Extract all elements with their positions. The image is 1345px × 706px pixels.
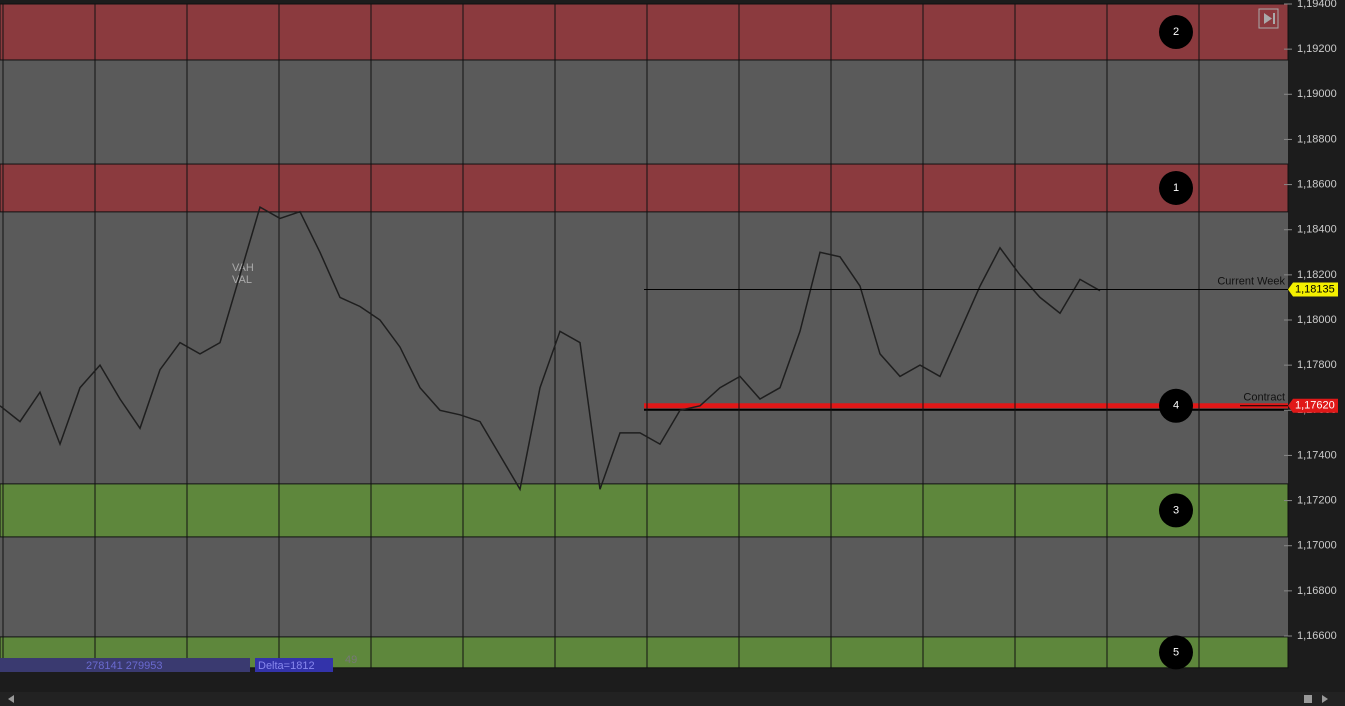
scroll-thumb[interactable] [1304,695,1312,703]
y-tick-label: 1,18200 [1297,269,1337,281]
y-tick-label: 1,18400 [1297,224,1337,236]
y-tick-label: 1,18800 [1297,133,1337,145]
level-name: Current Week [1217,275,1285,287]
y-tick-label: 1,16800 [1297,585,1337,597]
val-label: VAL [232,274,252,286]
zone-badge [1159,170,1193,205]
price-tag-label: 1,18135 [1295,283,1335,295]
volume-text: 278141 279953 [86,660,162,672]
y-tick-label: 1,17200 [1297,494,1337,506]
y-tick-label: 1,19000 [1297,88,1337,100]
volume-box [0,658,250,672]
zone-badge [1159,493,1193,528]
y-tick-label: 1,17000 [1297,540,1337,552]
play-icon [1264,13,1275,24]
zone-label: 2 [1173,26,1179,38]
zone-badge [1159,14,1193,49]
y-tick-label: 1,17400 [1297,449,1337,461]
y-tick-label: 1,16600 [1297,630,1337,642]
zone-label: 3 [1173,504,1179,516]
plot-area [0,4,1288,668]
zone-label: 4 [1173,400,1179,412]
delta-text: Delta=1812 [258,660,315,672]
delta-box [255,658,333,672]
y-tick-label: 1,18600 [1297,178,1337,190]
y-tick-label: 1,19400 [1297,0,1337,10]
zone [0,3,1289,61]
zone-label: 5 [1173,646,1179,658]
zone-label: 1 [1173,182,1179,194]
zone [0,483,1289,538]
count-text: 49 [345,654,357,666]
y-tick-label: 1,18000 [1297,314,1337,326]
zone-badge [1159,388,1193,423]
price-tag-label: 1,17620 [1295,400,1335,412]
zone [0,163,1289,213]
zone-badge [1159,635,1193,670]
y-tick-label: 1,17800 [1297,359,1337,371]
vah-label: VAH [232,262,254,274]
level-name: Contract [1243,392,1285,404]
play-button[interactable] [1258,8,1279,29]
price-line [0,205,1101,492]
y-tick-label: 1,19200 [1297,43,1337,55]
price-tag [1288,398,1338,413]
scrollbar[interactable] [0,692,1345,706]
price-tag [1288,282,1338,297]
